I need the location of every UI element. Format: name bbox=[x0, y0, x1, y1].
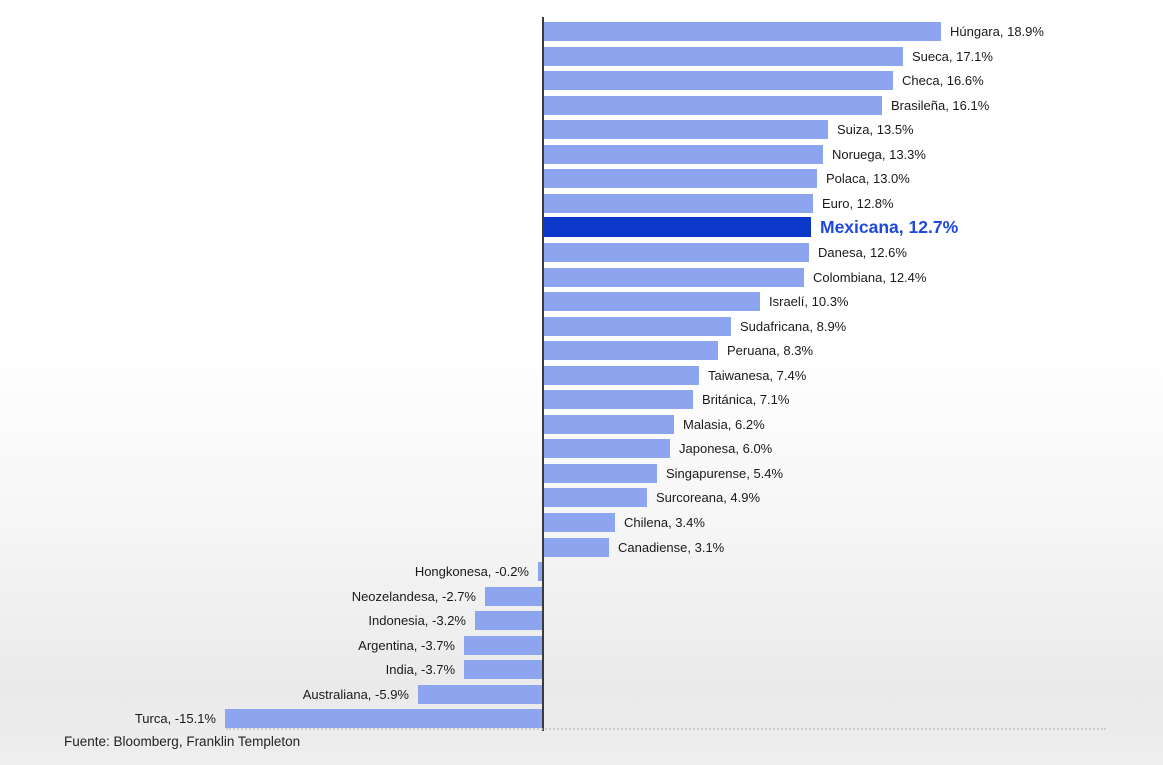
bar-danesa bbox=[544, 243, 809, 262]
bar-label-colombiana: Colombiana, 12.4% bbox=[813, 270, 927, 285]
bar-label-sueca: Sueca, 17.1% bbox=[912, 49, 993, 64]
bar-australiana bbox=[418, 685, 542, 704]
bar-peruana bbox=[544, 341, 718, 360]
bar-label-israelí: Israelí, 10.3% bbox=[769, 294, 849, 309]
bar-india bbox=[464, 660, 542, 679]
bar-sudafricana bbox=[544, 317, 731, 336]
source-note: Fuente: Bloomberg, Franklin Templeton bbox=[64, 734, 301, 749]
bar-suiza bbox=[544, 120, 828, 139]
bar-label-noruega: Noruega, 13.3% bbox=[832, 147, 926, 162]
bar-label-argentina: Argentina, -3.7% bbox=[358, 638, 455, 653]
bar-canadiense bbox=[544, 538, 609, 557]
bar-label-peruana: Peruana, 8.3% bbox=[727, 343, 814, 358]
zero-axis-line bbox=[542, 17, 544, 731]
bar-colombiana bbox=[544, 268, 804, 287]
bar-label-danesa: Danesa, 12.6% bbox=[818, 245, 907, 260]
bar-hongkonesa bbox=[538, 562, 542, 581]
bar-label-suiza: Suiza, 13.5% bbox=[837, 122, 914, 137]
bar-israelí bbox=[544, 292, 760, 311]
bar-label-surcoreana: Surcoreana, 4.9% bbox=[656, 490, 761, 505]
bar-taiwanesa bbox=[544, 366, 699, 385]
bar-label-checa: Checa, 16.6% bbox=[902, 73, 984, 88]
bar-label-india: India, -3.7% bbox=[385, 662, 455, 677]
bar-indonesia bbox=[475, 611, 542, 630]
bar-sueca bbox=[544, 47, 903, 66]
bar-polaca bbox=[544, 169, 817, 188]
bar-checa bbox=[544, 71, 893, 90]
bar-británica bbox=[544, 390, 693, 409]
bar-label-canadiense: Canadiense, 3.1% bbox=[618, 540, 725, 555]
bar-turca bbox=[225, 709, 542, 728]
bar-label-australiana: Australiana, -5.9% bbox=[302, 687, 409, 702]
bar-surcoreana bbox=[544, 488, 647, 507]
bar-label-británica: Británica, 7.1% bbox=[702, 392, 790, 407]
bar-neozelandesa bbox=[485, 587, 542, 606]
bar-brasileña bbox=[544, 96, 882, 115]
bar-mexicana bbox=[544, 217, 811, 237]
bar-label-brasileña: Brasileña, 16.1% bbox=[891, 98, 990, 113]
bar-chilena bbox=[544, 513, 615, 532]
bar-label-euro: Euro, 12.8% bbox=[822, 196, 894, 211]
bar-label-singapurense: Singapurense, 5.4% bbox=[666, 466, 784, 481]
bar-noruega bbox=[544, 145, 823, 164]
bar-euro bbox=[544, 194, 813, 213]
bar-singapurense bbox=[544, 464, 657, 483]
bar-label-hongkonesa: Hongkonesa, -0.2% bbox=[414, 564, 529, 579]
bar-japonesa bbox=[544, 439, 670, 458]
bar-label-malasia: Malasia, 6.2% bbox=[683, 417, 765, 432]
bar-malasia bbox=[544, 415, 674, 434]
bottom-dotted-baseline bbox=[226, 728, 1106, 730]
bar-label-indonesia: Indonesia, -3.2% bbox=[368, 613, 466, 628]
bar-label-taiwanesa: Taiwanesa, 7.4% bbox=[708, 368, 807, 383]
bar-label-turca: Turca, -15.1% bbox=[134, 711, 216, 726]
bar-label-polaca: Polaca, 13.0% bbox=[826, 171, 910, 186]
bar-label-húngara: Húngara, 18.9% bbox=[950, 24, 1044, 39]
bar-label-sudafricana: Sudafricana, 8.9% bbox=[740, 319, 847, 334]
bar-label-neozelandesa: Neozelandesa, -2.7% bbox=[351, 589, 476, 604]
bar-label-japonesa: Japonesa, 6.0% bbox=[679, 441, 773, 456]
bar-label-mexicana: Mexicana, 12.7% bbox=[820, 217, 959, 237]
bar-argentina bbox=[464, 636, 542, 655]
bar-label-chilena: Chilena, 3.4% bbox=[624, 515, 705, 530]
bar-húngara bbox=[544, 22, 941, 41]
